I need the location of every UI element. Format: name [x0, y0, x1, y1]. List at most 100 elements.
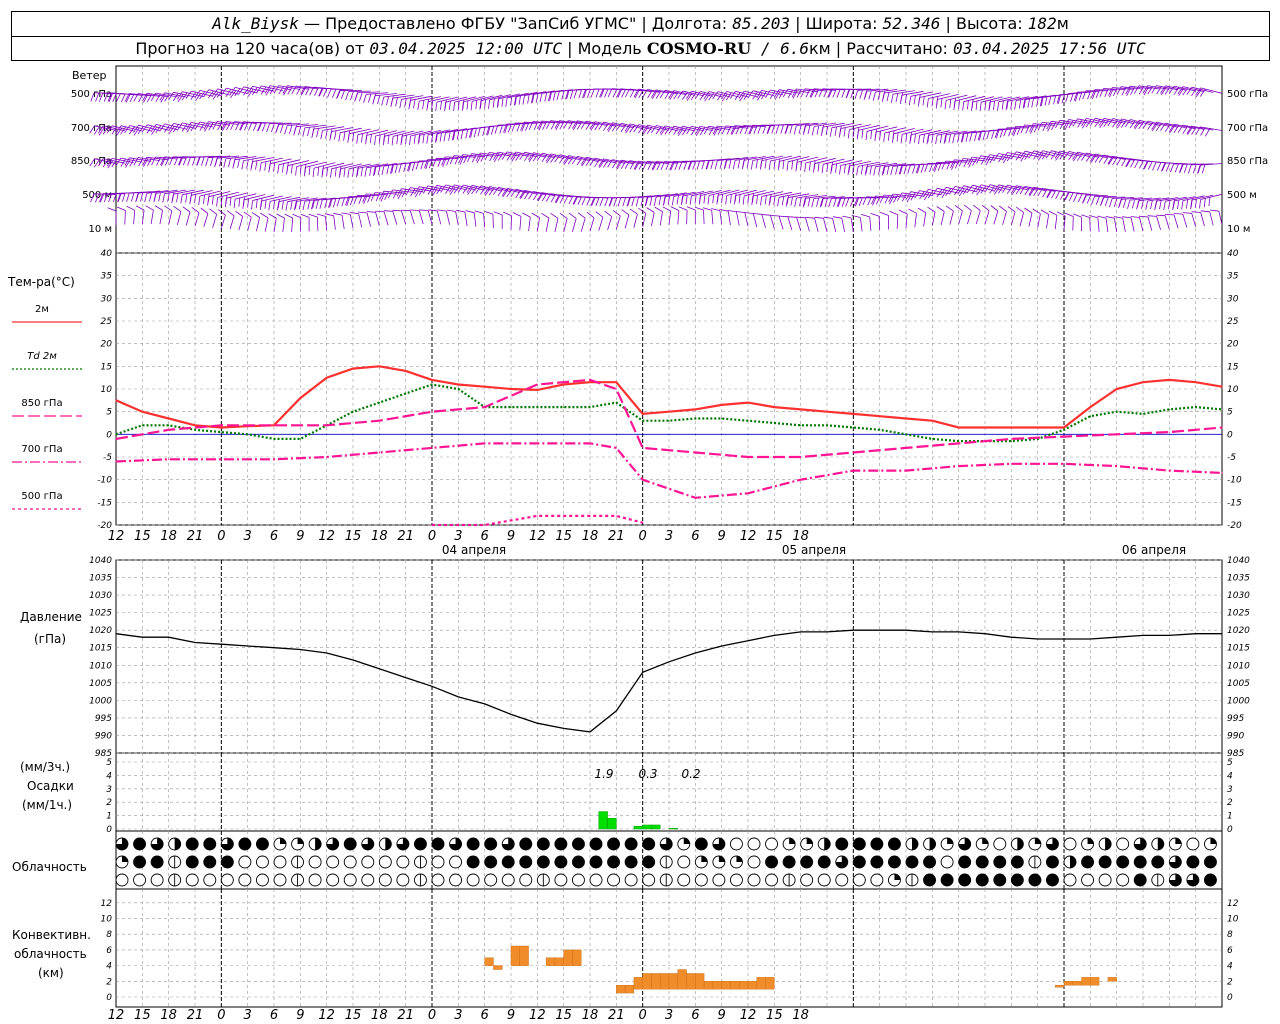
conv-bar	[484, 957, 494, 966]
cloud-cover-icon	[1098, 873, 1112, 887]
cloud-fill	[1204, 856, 1217, 868]
wind-barb	[741, 156, 766, 170]
x-tick-label: 18	[582, 529, 599, 544]
cloud-fill	[824, 838, 831, 850]
wind-barb	[300, 213, 310, 232]
wind-barb	[659, 125, 687, 135]
temp-point	[747, 456, 749, 458]
wind-barb	[107, 207, 117, 225]
conv-bar	[642, 973, 652, 990]
cloud-circle	[203, 873, 217, 887]
cloud-fill	[1134, 874, 1147, 886]
cloud-cover-icon	[747, 873, 761, 887]
wind-barb	[338, 163, 362, 178]
cloud-cover-icon	[624, 837, 638, 851]
wind-barb	[336, 196, 362, 207]
precip-label-2: Осадки	[27, 779, 74, 793]
cloud-fill	[238, 838, 251, 850]
temp-point	[141, 411, 143, 413]
cloud-fill	[537, 856, 550, 868]
wind-barb	[918, 129, 942, 145]
pressure-point	[747, 640, 749, 642]
cloud-circle	[747, 855, 761, 869]
temp-point	[800, 456, 802, 458]
cloud-circle	[308, 855, 322, 869]
wind-barb	[863, 88, 889, 100]
wind-barb	[988, 96, 1012, 112]
wind-barb	[106, 158, 134, 168]
wind-barb	[881, 89, 907, 102]
cloud-fill	[870, 856, 883, 868]
cloud-fill	[133, 856, 146, 868]
wind-barb	[698, 190, 722, 205]
wind-barb	[135, 205, 145, 225]
cloud-cover-icon	[940, 855, 954, 869]
wind-barb	[1142, 85, 1170, 95]
wind-barb	[116, 93, 143, 103]
wind-barb	[554, 154, 582, 165]
cloud-fill	[221, 838, 234, 850]
conv-y-tick-right: 6	[1227, 946, 1233, 956]
cloud-cover-icon	[765, 873, 779, 887]
wind-barb	[514, 91, 538, 106]
x-tick-label: 15	[766, 529, 783, 544]
wind-barb	[580, 156, 608, 167]
wind-barb	[1124, 119, 1152, 130]
cloud-fill	[256, 838, 269, 850]
wind-barb	[1186, 86, 1214, 98]
wind-barb	[612, 210, 621, 230]
temp-point	[115, 433, 117, 435]
cloud-cover-icon	[203, 873, 217, 887]
cloud-cover-icon	[993, 873, 1007, 887]
cloud-cover-icon	[870, 837, 884, 851]
cloud-cover-icon	[115, 873, 129, 887]
cloud-fill	[993, 856, 1006, 868]
temp-point	[721, 404, 723, 406]
wind-barb	[89, 158, 117, 168]
wind-barb	[686, 126, 713, 137]
pressure-y-tick-right: 995	[1227, 714, 1244, 724]
wind-barb	[400, 130, 424, 146]
wind-barb	[536, 152, 564, 164]
pressure-point	[800, 631, 802, 633]
cloud-cover-icon	[484, 855, 498, 869]
wind-barb	[778, 215, 793, 231]
wind-barb	[1002, 184, 1029, 196]
wind-barb	[191, 206, 200, 227]
wind-barb	[444, 96, 468, 112]
wind-barb	[832, 216, 845, 232]
x-tick-label: 18	[371, 1008, 388, 1023]
cloud-cover-icon	[343, 873, 357, 887]
wind-barb	[493, 211, 503, 229]
temp-point	[352, 411, 354, 413]
cloud-cover-icon	[677, 837, 691, 851]
wind-barb	[936, 206, 945, 226]
temp-y-tick-right: 25	[1227, 317, 1239, 327]
wind-barb	[194, 121, 222, 132]
x-tick-label: 12	[108, 1008, 125, 1023]
cloud-circle	[642, 873, 656, 887]
pressure-point	[1063, 638, 1065, 640]
pressure-point	[194, 641, 196, 643]
wind-barb	[926, 130, 950, 145]
pressure-point	[905, 629, 907, 631]
header-box: Alk_Biysk — Предоставлено ФГБУ "ЗапСиб У…	[11, 11, 1270, 61]
wind-barb	[419, 209, 433, 225]
wind-barb	[224, 192, 248, 208]
cloud-cover-icon	[800, 873, 814, 887]
pressure-point	[694, 652, 696, 654]
cloud-cover-icon	[975, 873, 989, 887]
pressure-title: Давление	[20, 610, 82, 624]
conv-bar	[563, 949, 573, 966]
wind-barb	[235, 210, 244, 231]
wind-barb	[1072, 118, 1100, 129]
cloud-fill	[361, 837, 374, 851]
temp-point	[510, 406, 512, 408]
pressure-point	[247, 645, 249, 647]
temp-title: Тем-ра(°С)	[7, 275, 75, 289]
wind-barb	[496, 93, 520, 108]
wind-barb	[865, 125, 889, 141]
cloud-cover-icon	[923, 837, 937, 851]
wind-barb	[796, 216, 810, 232]
cloud-cover-icon	[1045, 837, 1059, 851]
